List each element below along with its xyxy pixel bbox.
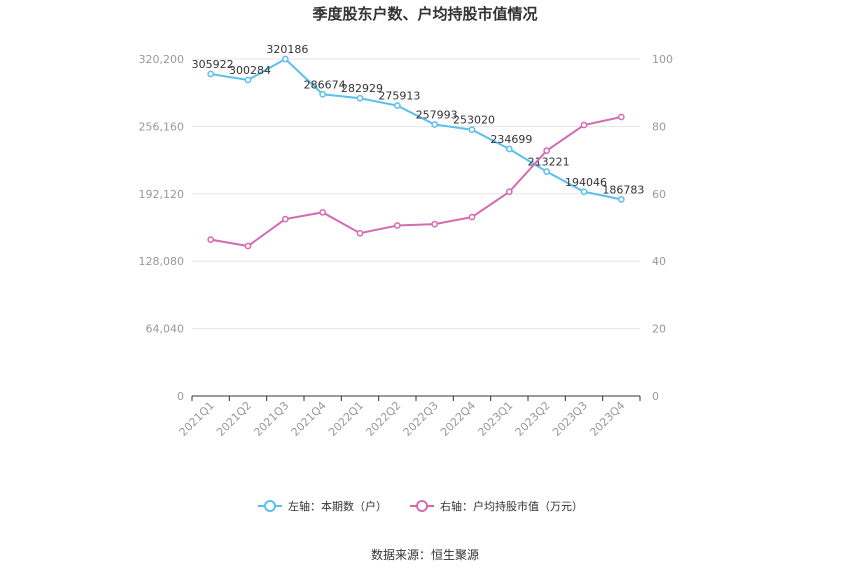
data-label: 286674 bbox=[304, 78, 346, 91]
x-axis-tick-label: 2022Q3 bbox=[401, 399, 441, 439]
data-label: 257993 bbox=[416, 108, 458, 121]
data-point[interactable] bbox=[319, 208, 327, 216]
data-point[interactable] bbox=[356, 94, 364, 102]
legend-label: 右轴：户均持股市值（万元） bbox=[440, 499, 583, 513]
data-point[interactable] bbox=[543, 147, 551, 155]
x-axis-tick-label: 2022Q1 bbox=[326, 399, 366, 439]
legend-marker-icon bbox=[416, 500, 428, 512]
data-point[interactable] bbox=[543, 168, 551, 175]
data-point[interactable] bbox=[207, 70, 215, 78]
data-label: 305922 bbox=[192, 58, 234, 71]
left-axis-tick-label: 64,040 bbox=[146, 323, 185, 336]
source-note: 数据来源：恒生聚源 bbox=[371, 547, 479, 562]
data-label: 282929 bbox=[341, 82, 383, 95]
data-point[interactable] bbox=[505, 145, 513, 153]
legend-item[interactable]: 左轴：本期数（户） bbox=[258, 499, 387, 513]
chart-title: 季度股东户数、户均持股市值情况 bbox=[312, 5, 537, 23]
right-axis-tick-label: 40 bbox=[652, 255, 666, 268]
grid bbox=[192, 58, 640, 330]
x-axis-tick-label: 2021Q4 bbox=[289, 399, 329, 439]
x-axis-tick-label: 2021Q1 bbox=[177, 399, 217, 439]
data-point[interactable] bbox=[617, 113, 625, 121]
data-label: 253020 bbox=[453, 114, 495, 127]
data-point[interactable] bbox=[468, 213, 476, 221]
data-point[interactable] bbox=[244, 76, 252, 84]
legend[interactable]: 左轴：本期数（户） 右轴：户均持股市值（万元） bbox=[258, 499, 583, 513]
data-point[interactable] bbox=[393, 102, 401, 109]
series-line bbox=[210, 115, 622, 248]
right-axis-tick-label: 0 bbox=[652, 390, 659, 403]
data-label: 194046 bbox=[565, 176, 607, 189]
right-axis-tick-label: 80 bbox=[652, 120, 666, 133]
data-label: 186783 bbox=[602, 183, 644, 196]
left-axis-tick-label: 192,120 bbox=[139, 188, 185, 201]
data-point[interactable] bbox=[580, 188, 588, 196]
data-point[interactable] bbox=[281, 55, 289, 63]
legend-item[interactable]: 右轴：户均持股市值（万元） bbox=[410, 499, 583, 513]
data-point[interactable] bbox=[431, 121, 439, 128]
data-point[interactable] bbox=[356, 229, 364, 237]
left-axis-tick-label: 128,080 bbox=[139, 255, 185, 268]
data-label: 234699 bbox=[490, 133, 532, 146]
data-label: 275913 bbox=[378, 90, 420, 103]
right-axis-tick-label: 100 bbox=[652, 53, 673, 66]
left-axis-tick-label: 320,200 bbox=[139, 53, 185, 66]
left-axis-tick-label: 256,160 bbox=[139, 120, 185, 133]
x-axis-tick-label: 2023Q2 bbox=[513, 399, 553, 439]
right-axis-tick-label: 20 bbox=[652, 323, 666, 336]
x-axis-tick-label: 2023Q3 bbox=[550, 399, 590, 439]
x-axis-tick-label: 2022Q4 bbox=[438, 399, 478, 439]
data-label: 213221 bbox=[528, 156, 570, 169]
series-1 bbox=[207, 113, 625, 250]
legend-label: 左轴：本期数（户） bbox=[288, 499, 387, 513]
data-label: 300284 bbox=[229, 64, 271, 77]
legend-marker-icon bbox=[264, 500, 276, 512]
series-line bbox=[210, 57, 622, 201]
data-label: 320186 bbox=[266, 43, 308, 56]
x-axis-tick-label: 2023Q1 bbox=[475, 399, 515, 439]
x-axis-tick-label: 2022Q2 bbox=[363, 399, 403, 439]
x-axis-tick-label: 2023Q4 bbox=[587, 399, 627, 439]
data-point[interactable] bbox=[617, 196, 625, 203]
data-point[interactable] bbox=[468, 126, 476, 134]
right-axis-tick-label: 60 bbox=[652, 188, 666, 201]
data-point[interactable] bbox=[580, 121, 588, 129]
data-point[interactable] bbox=[505, 188, 513, 196]
x-axis-tick-label: 2021Q2 bbox=[214, 399, 254, 439]
x-axis-tick-label: 2021Q3 bbox=[251, 399, 291, 439]
left-axis-tick-label: 0 bbox=[177, 390, 184, 403]
data-point[interactable] bbox=[393, 222, 401, 229]
data-point[interactable] bbox=[207, 236, 215, 243]
data-point[interactable] bbox=[319, 90, 327, 98]
data-point[interactable] bbox=[244, 242, 252, 250]
data-point[interactable] bbox=[281, 215, 289, 223]
data-point[interactable] bbox=[431, 220, 439, 228]
